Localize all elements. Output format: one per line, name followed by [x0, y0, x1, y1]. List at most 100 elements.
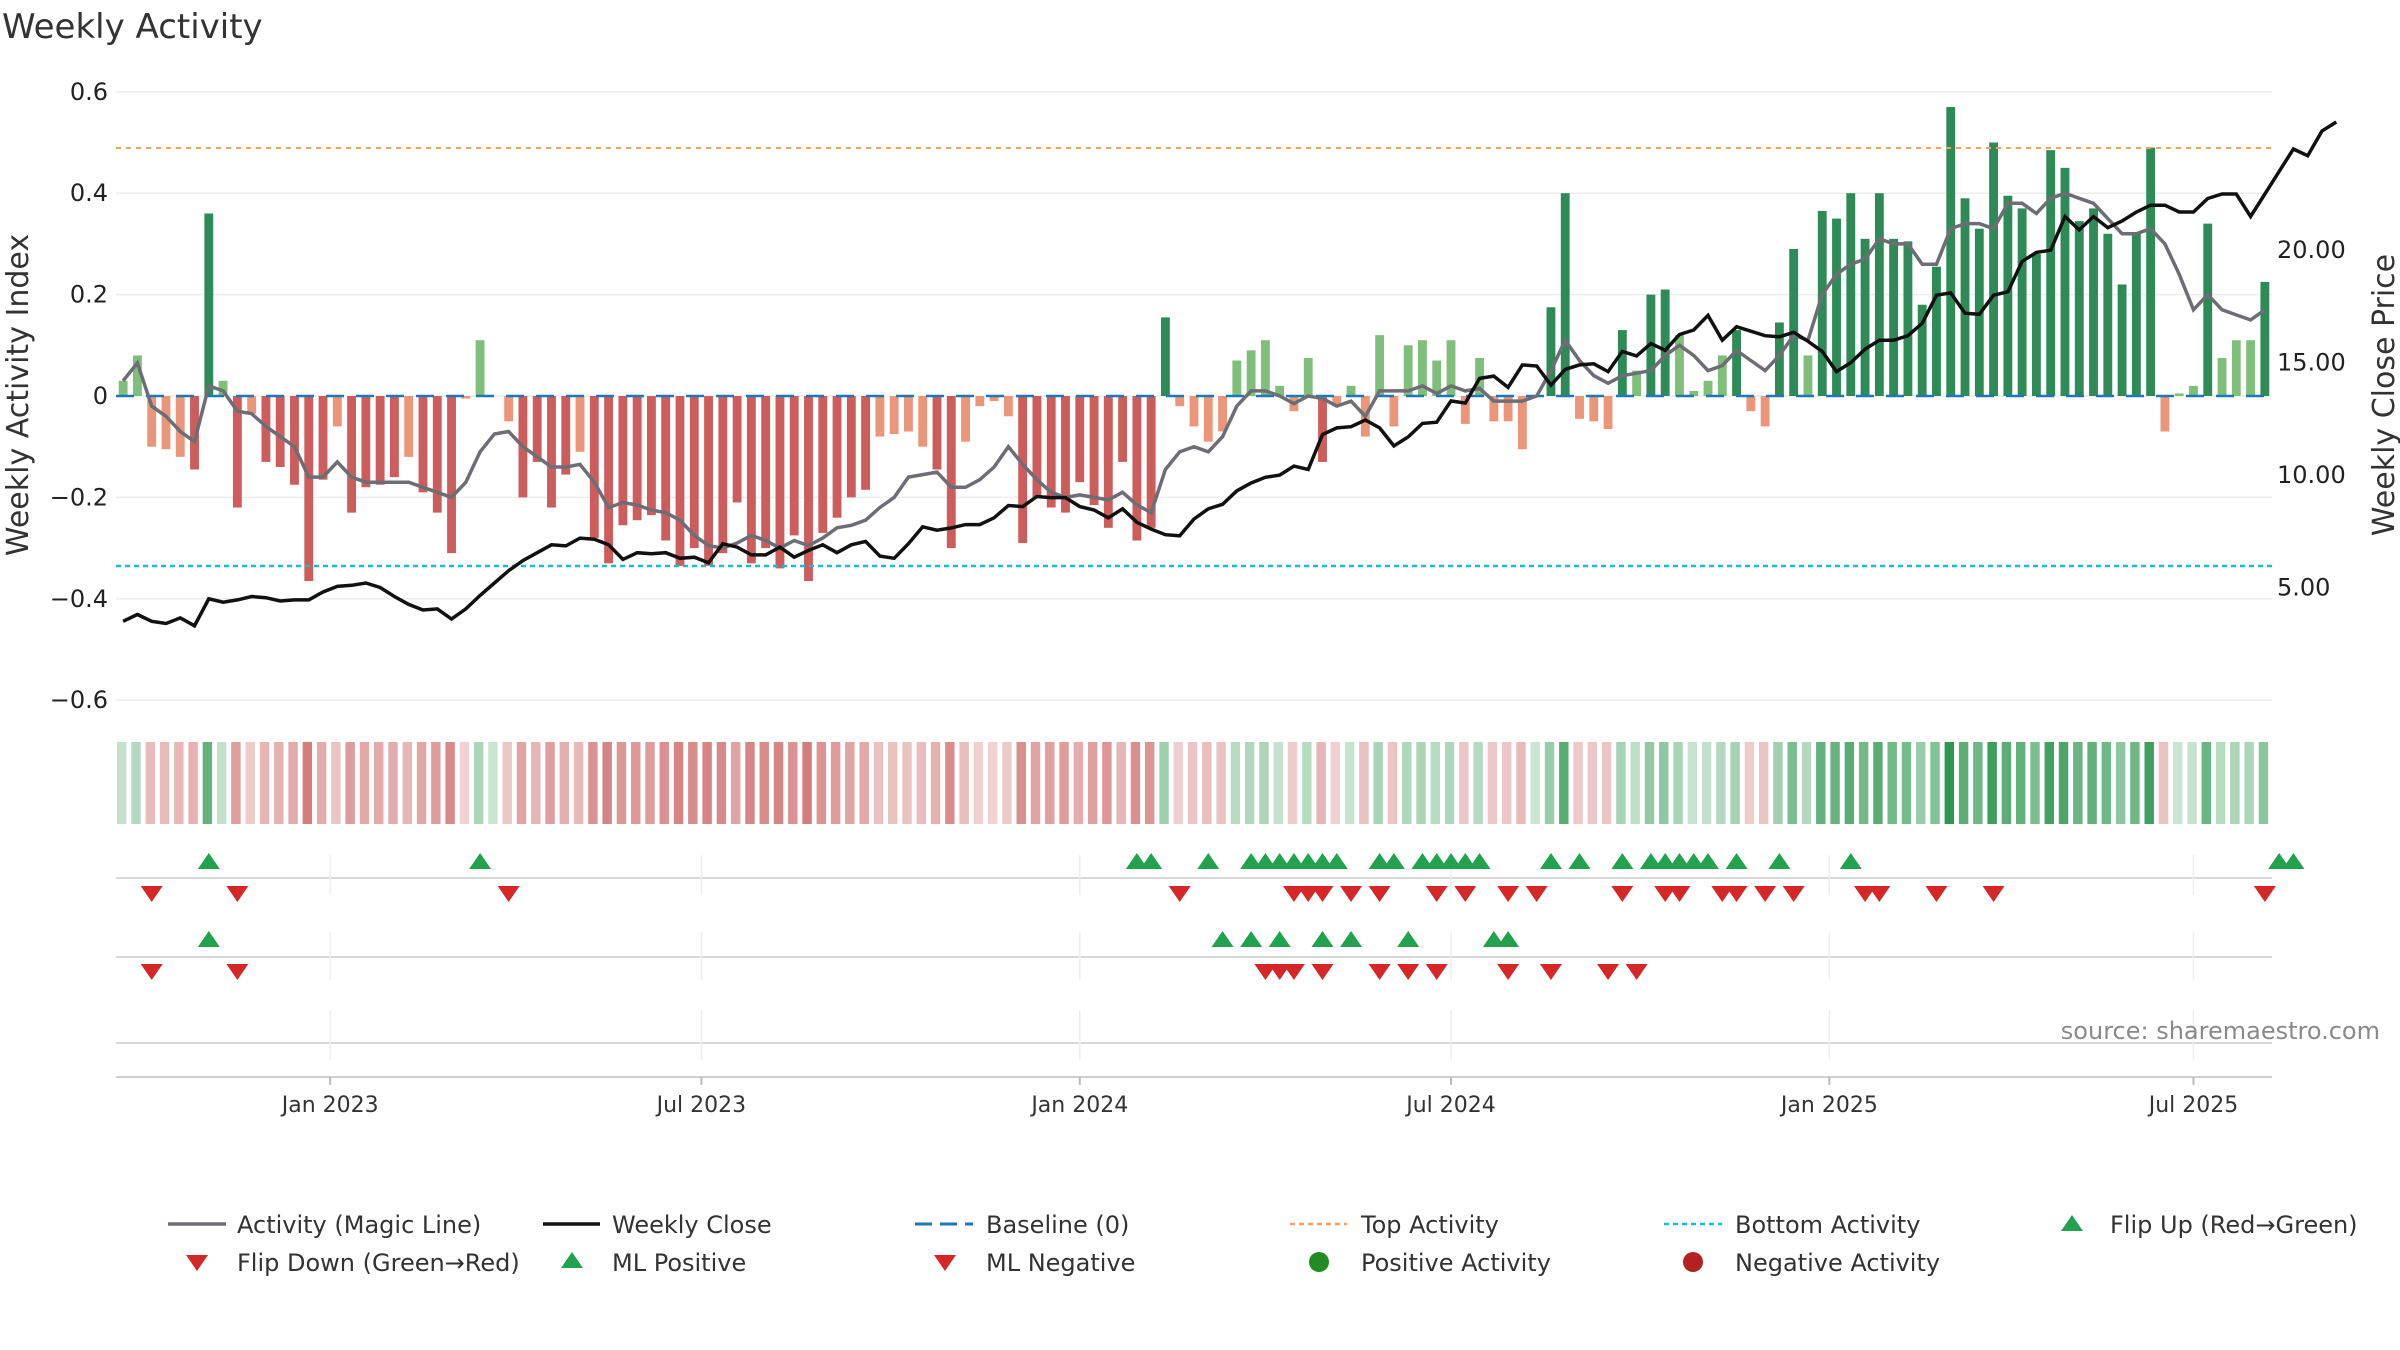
heat-cell	[2215, 742, 2226, 824]
legend-weekly-close: Weekly Close	[543, 1211, 772, 1239]
heat-cell	[1559, 742, 1569, 824]
activity-bar	[318, 396, 328, 480]
heat-cell	[2015, 742, 2026, 824]
legend-top-activity: Top Activity	[1290, 1211, 1499, 1239]
activity-bar	[932, 396, 942, 470]
heat-cell	[645, 742, 655, 824]
heat-cell	[2187, 742, 2197, 824]
flip-up-marker	[1240, 853, 1263, 869]
activity-bar	[1546, 307, 1556, 396]
flip-up-marker	[1654, 853, 1677, 869]
ml-negative-marker	[226, 964, 249, 980]
activity-bar	[204, 213, 214, 396]
flip-up-marker	[1697, 853, 1720, 869]
flip-up-marker	[1440, 853, 1463, 869]
activity-heat-strip	[117, 742, 2269, 824]
legend-ml-negative: ML Negative	[934, 1249, 1135, 1277]
activity-bar	[632, 396, 642, 521]
heat-cell	[1273, 742, 1283, 824]
heat-cell	[431, 742, 441, 824]
flip-up-marker	[197, 853, 220, 869]
heat-cell	[1359, 742, 1369, 824]
flip-up-marker	[1611, 853, 1634, 869]
heat-cell	[730, 742, 741, 824]
heat-cell	[1016, 742, 1026, 824]
flip-up-marker	[1125, 853, 1148, 869]
activity-bar	[704, 396, 713, 566]
activity-bar	[1874, 193, 1884, 396]
activity-bar	[1774, 322, 1784, 396]
activity-bar	[1432, 360, 1442, 396]
flip-up-marker	[1725, 853, 1748, 869]
activity-bar	[989, 396, 999, 402]
legend-flip-down: Flip Down (Green→Red)	[186, 1249, 520, 1277]
heat-cell	[2073, 742, 2083, 824]
activity-bar	[532, 396, 542, 462]
activity-bar	[1332, 396, 1342, 407]
activity-bar	[1003, 396, 1013, 417]
heat-cell	[1744, 742, 1755, 824]
activity-bar	[1803, 355, 1813, 396]
activity-bar	[1860, 238, 1870, 396]
activity-bar	[775, 396, 785, 569]
heat-cell	[973, 742, 984, 824]
heat-cell	[930, 742, 941, 824]
flip-down-marker	[2253, 886, 2276, 902]
activity-bar	[1789, 248, 1799, 396]
flip-down-marker	[1311, 886, 1334, 902]
heat-cell	[1844, 742, 1855, 824]
heat-cell	[416, 742, 427, 824]
ml-negative-marker	[1254, 964, 1277, 980]
activity-bar	[732, 396, 742, 503]
legend-flip-up: Flip Up (Red→Green)	[2061, 1211, 2358, 1239]
activity-bar	[132, 355, 142, 396]
flip-down-marker	[1782, 886, 1805, 902]
heat-cell	[1416, 742, 1426, 824]
activity-bar	[1046, 396, 1056, 508]
activity-bar	[718, 396, 728, 554]
heat-cell	[1530, 742, 1540, 824]
source-note: source: sharemaestro.com	[2061, 1017, 2380, 1045]
heat-cell	[388, 742, 398, 824]
heat-cell	[788, 742, 798, 824]
activity-bars	[118, 107, 2270, 582]
heat-cell	[1987, 742, 1997, 824]
activity-bar	[1446, 340, 1456, 396]
chart-title: Weekly Activity	[2, 7, 263, 47]
flip-down-marker	[1654, 886, 1677, 902]
activity-bar	[432, 396, 442, 513]
ml-positive-marker	[1482, 931, 1505, 947]
activity-bar	[1389, 396, 1399, 427]
activity-bar	[2017, 208, 2027, 396]
heat-cell	[1373, 742, 1383, 824]
activity-bar	[1018, 396, 1028, 544]
flip-down-marker	[1525, 886, 1548, 902]
x-tick-label: Jul 2024	[1404, 1093, 1496, 1118]
heat-cell	[2173, 742, 2183, 824]
heat-cell	[1230, 742, 1241, 824]
activity-bar	[375, 396, 385, 485]
activity-bar	[2074, 221, 2084, 396]
heat-cell	[473, 742, 484, 824]
activity-bar	[675, 396, 685, 566]
heat-cell	[1387, 742, 1398, 824]
ml-negative-marker	[140, 964, 163, 980]
heat-cell	[159, 742, 170, 824]
heat-cell	[759, 742, 769, 824]
flip-down-marker	[1725, 886, 1748, 902]
ml-positive-marker	[1268, 931, 1291, 947]
activity-bar	[1260, 340, 1270, 396]
legend-bottom-activity: Bottom Activity	[1664, 1211, 1920, 1239]
svg-text:Negative Activity: Negative Activity	[1735, 1249, 1940, 1277]
heat-cell	[245, 742, 255, 824]
y2-tick-label: 10.00	[2277, 461, 2346, 489]
activity-bar	[1589, 396, 1599, 422]
legend-negative-activity: Negative Activity	[1683, 1249, 1940, 1277]
flip-up-marker	[1411, 853, 1434, 869]
flip-down-marker	[1425, 886, 1448, 902]
heat-cell	[1630, 742, 1640, 824]
heat-cell	[1102, 742, 1112, 824]
heat-cell	[1601, 742, 1612, 824]
activity-bar	[332, 396, 342, 427]
ml-negative-marker	[1282, 964, 1305, 980]
